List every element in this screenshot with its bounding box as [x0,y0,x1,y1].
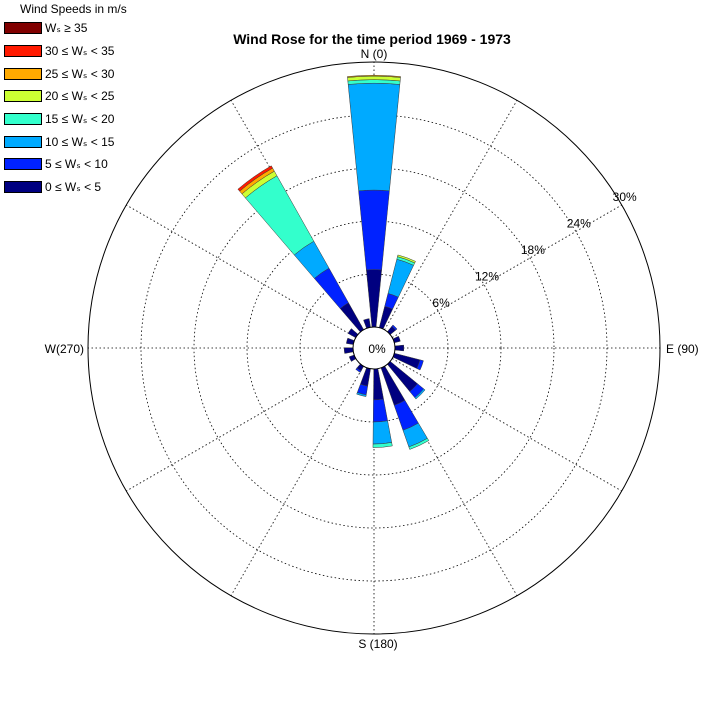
wind-bar-segment [373,368,384,401]
polar-grid [87,61,661,635]
wind-bar-segment [358,189,390,271]
legend-item: 30 ≤ Wₛ < 35 [4,40,127,63]
legend-swatch [4,22,42,35]
legend-item: 10 ≤ Wₛ < 15 [4,130,127,153]
radial-tick-label: 30% [613,190,637,204]
legend-item: Wₛ ≥ 35 [4,17,127,40]
legend-swatch [4,158,42,171]
direction-label: E (90) [666,342,699,356]
wind-bar-segment [397,254,416,264]
legend-swatch [4,90,42,103]
center-label: 0% [368,342,386,356]
wind-bar-segment [355,367,362,373]
legend-swatch [4,135,42,148]
legend-label: 0 ≤ Wₛ < 5 [45,180,102,195]
wind-bar-segment [347,75,401,78]
grid-spoke [126,204,357,338]
wind-bar-segment [387,258,414,298]
legend-item: 20 ≤ Wₛ < 25 [4,85,127,108]
wind-bar-segment [347,82,401,192]
legend-label: 20 ≤ Wₛ < 25 [45,89,115,104]
legend-items: Wₛ ≥ 35 30 ≤ Wₛ < 35 25 ≤ Wₛ < 30 20 ≤ Wₛ <… [4,17,127,199]
wind-bar-segment [372,420,392,445]
wind-bar-segment [378,305,393,330]
legend-label: 25 ≤ Wₛ < 30 [45,66,115,81]
grid-spoke [391,358,622,492]
outer-ring [87,61,661,635]
legend-item: 25 ≤ Wₛ < 30 [4,62,127,85]
direction-label: N (0) [361,47,388,61]
grid-ring [193,167,555,529]
wind-bars [237,75,430,450]
wind-bar-segment [416,359,424,371]
wind-bar-segment [394,344,405,352]
radial-tick-label: 24% [567,217,591,231]
legend-label: Wₛ ≥ 35 [45,21,88,36]
wind-bar-segment [372,442,393,448]
wind-bar-segment [414,388,426,400]
grid-spoke [230,365,364,596]
wind-bar-segment [343,347,354,354]
chart-title: Wind Rose for the time period 1969 - 197… [233,31,511,47]
wind-bar-segment [356,392,367,397]
wind-bar-segment [391,324,398,331]
legend-label: 15 ≤ Wₛ < 20 [45,112,115,127]
grid-ring [140,114,608,582]
wind-bar-segment [408,437,430,450]
legend-item: 5 ≤ Wₛ < 10 [4,153,127,176]
wind-bar-segment [360,367,371,387]
radial-tick-label: 6% [432,296,450,310]
radial-tick-label: 18% [521,243,545,257]
axis-labels: 0% 6% 12% 18% 24% 30% N (0) E (90) S (180) W(270) [45,47,699,651]
legend-label: 30 ≤ Wₛ < 35 [45,44,115,59]
wind-bar-segment [372,398,388,423]
wind-bar-segment [339,302,365,333]
legend-swatch [4,67,42,80]
grid-spoke [384,100,518,331]
legend-swatch [4,45,42,58]
legend-item: 0 ≤ Wₛ < 5 [4,176,127,199]
legend-swatch [4,113,42,126]
legend-swatch [4,181,42,194]
legend-title: Wind Speeds in m/s [20,2,127,16]
grid-spoke [126,358,357,492]
legend-label: 10 ≤ Wₛ < 15 [45,134,115,149]
radial-tick-label: 12% [475,270,499,284]
direction-label: W(270) [45,342,84,356]
legend: Wind Speeds in m/s Wₛ ≥ 35 30 ≤ Wₛ < 35 25… [4,1,127,199]
wind-bar-segment [237,165,273,192]
center-circle [352,326,396,370]
grid-spoke [391,204,622,338]
legend-item: 15 ≤ Wₛ < 20 [4,108,127,131]
direction-label: S (180) [358,637,397,651]
legend-label: 5 ≤ Wₛ < 10 [45,157,108,172]
wind-bar-segment [363,318,371,329]
grid-ring [246,220,502,476]
